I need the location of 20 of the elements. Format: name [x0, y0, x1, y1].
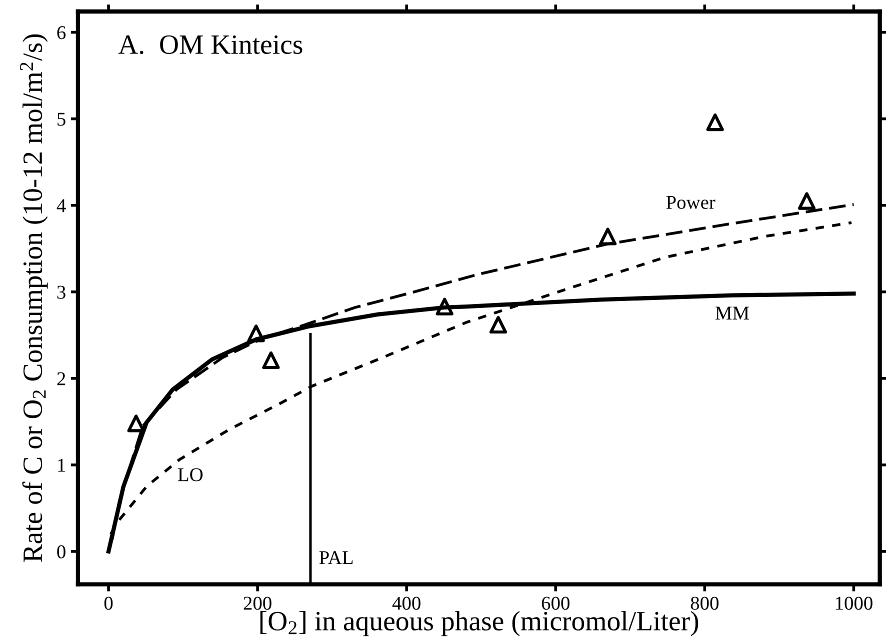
- x-tick-label: 400: [392, 596, 420, 610]
- y-tick-label: 1: [58, 458, 65, 472]
- y-tick-label: 0: [57, 545, 66, 558]
- y-tick-label: 3: [57, 286, 66, 299]
- series-label: LO: [178, 468, 203, 482]
- series-label: MM: [716, 306, 749, 320]
- y-tick-label: 4: [56, 199, 66, 212]
- x-tick-label: 800: [690, 596, 719, 610]
- x-tick-label: 0: [104, 596, 113, 610]
- y-tick-label: 6: [57, 26, 66, 40]
- y-tick-label: 2: [57, 372, 66, 386]
- text: A. OM Kinteics: [118, 35, 302, 54]
- x-tick-label: 600: [542, 596, 570, 610]
- y-tick-label: 5: [58, 112, 66, 126]
- x-tick-label: 1000: [836, 596, 872, 610]
- series-label: PAL: [319, 551, 353, 564]
- series-label: Power: [666, 196, 716, 209]
- y-axis-title: Rate of C or O$_{2}$ Consumption (10-12 mol/m$^{2}$/s): [20, 34, 48, 562]
- x-axis-title: [O$_{2}$] in aqueous phase (micromol/Liter): [260, 610, 698, 636]
- x-tick-label: 200: [244, 596, 272, 610]
